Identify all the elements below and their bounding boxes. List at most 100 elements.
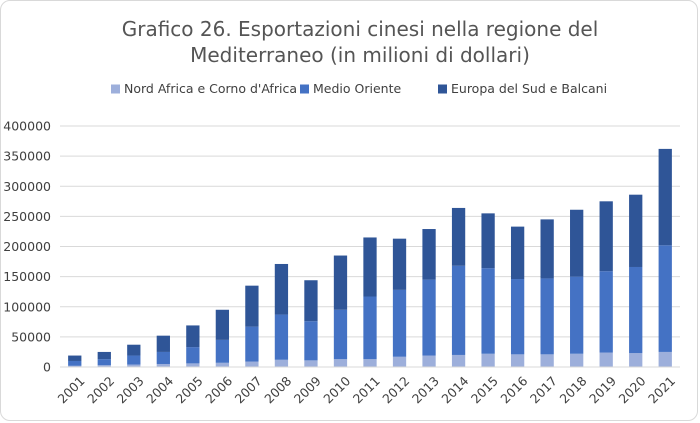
x-tick-label: 2011 [350,373,383,406]
bar-segment-1-2004 [156,363,170,367]
y-tick-label: 250000 [3,209,51,224]
bar-segment-3-2021 [658,148,672,246]
bar-segment-3-2003 [127,344,141,356]
bar-segment-2-2010 [333,309,348,360]
bar-segment-1-2021 [658,351,672,367]
x-tick-label: 2021 [645,373,678,406]
x-tick-label: 2020 [616,373,649,406]
x-tick-label: 2013 [409,373,442,406]
bar-segment-1-2016 [510,354,525,367]
bar-segment-3-2020 [629,194,643,267]
x-axis: 2001200220032004200520062007200820092010… [55,366,680,406]
x-tick-label: 2008 [261,373,294,406]
x-tick-label: 2004 [143,373,176,406]
bar-segment-3-2019 [599,201,613,272]
bar-segment-3-2006 [215,309,230,340]
x-tick-label: 2006 [202,373,235,406]
bar-segment-1-2013 [422,355,436,367]
x-tick-label: 2009 [291,373,324,406]
bar-segment-3-2012 [392,238,407,290]
bar-segment-2-2007 [245,326,259,362]
bar-segment-3-2008 [274,263,289,315]
x-tick-label: 2005 [173,373,206,406]
legend-swatch-1 [111,84,120,94]
legend-label-3: Europa del Sud e Balcani [451,81,607,96]
y-tick-label: 300000 [3,179,51,194]
bar-segment-3-2002 [97,351,111,360]
bar-segment-2-2014 [451,265,466,355]
legend-swatch-3 [438,84,447,94]
bars [68,148,672,367]
x-tick-label: 2016 [497,373,530,406]
x-tick-label: 2017 [527,373,560,406]
bar-segment-3-2001 [68,355,82,361]
bar-segment-3-2013 [422,229,436,280]
y-tick-label: 150000 [3,269,51,284]
x-tick-label: 2018 [556,373,589,406]
bar-segment-2-2005 [186,347,200,364]
bar-segment-2-2003 [127,355,141,365]
bar-segment-2-2012 [392,289,407,357]
chart-title-line-1: Grafico 26. Esportazioni cinesi nella re… [122,17,599,41]
x-tick-label: 2010 [320,373,353,406]
bar-segment-2-2018 [570,276,584,354]
y-tick-label: 100000 [3,299,51,314]
bar-segment-2-2016 [510,279,525,355]
legend: Nord Africa e Corno d'Africa Medio Orient… [111,81,607,96]
x-tick-label: 2007 [232,373,265,406]
bar-segment-2-2002 [97,359,111,366]
bar-segment-1-2011 [363,359,377,367]
bar-segment-1-2009 [304,360,318,367]
y-tick-label: 200000 [3,239,51,254]
bar-segment-3-2018 [570,209,584,277]
bar-segment-2-2019 [599,271,613,353]
bar-segment-1-2012 [392,356,407,367]
bar-segment-1-2018 [570,353,584,367]
bar-segment-1-2010 [333,359,348,367]
bar-segment-3-2005 [186,325,200,348]
y-tick-label: 350000 [3,149,51,164]
legend-label-2: Medio Oriente [313,81,401,96]
legend-swatch-2 [300,84,309,94]
bar-segment-2-2009 [304,321,318,361]
y-tick-label: 50000 [11,329,51,344]
bar-segment-3-2017 [540,219,554,279]
bar-segment-3-2014 [451,207,466,266]
bar-segment-1-2017 [540,354,554,367]
bar-segment-3-2004 [156,335,170,352]
bar-segment-1-2001 [68,365,82,367]
bar-segment-3-2009 [304,280,318,322]
bar-segment-1-2003 [127,364,141,367]
bar-segment-2-2008 [274,314,289,360]
bar-segment-3-2007 [245,285,259,327]
chart-title-line-2: Mediterraneo (in milioni di dollari) [190,43,530,67]
bar-segment-1-2008 [274,359,289,367]
bar-segment-2-2015 [481,268,495,354]
bar-segment-1-2002 [97,365,111,367]
bar-segment-2-2006 [215,339,230,363]
y-tick-label: 400000 [3,119,51,134]
x-tick-label: 2001 [55,373,88,406]
x-tick-label: 2012 [379,373,412,406]
y-tick-label: 0 [43,360,51,375]
bar-segment-1-2006 [215,362,230,367]
x-tick-label: 2003 [114,373,147,406]
x-tick-label: 2019 [586,373,619,406]
bar-segment-1-2019 [599,352,613,367]
bar-segment-1-2020 [629,353,643,367]
bar-segment-3-2016 [510,226,525,280]
bar-segment-2-2017 [540,278,554,355]
bar-segment-2-2004 [156,351,170,364]
bar-segment-2-2001 [68,360,82,366]
bar-segment-2-2021 [658,245,672,352]
bar-segment-3-2011 [363,237,377,297]
bar-segment-2-2013 [422,279,436,356]
bar-segment-2-2020 [629,266,643,354]
x-tick-label: 2015 [468,373,501,406]
bar-segment-3-2015 [481,213,495,269]
x-tick-label: 2014 [438,373,471,406]
x-tick-label: 2002 [84,373,117,406]
